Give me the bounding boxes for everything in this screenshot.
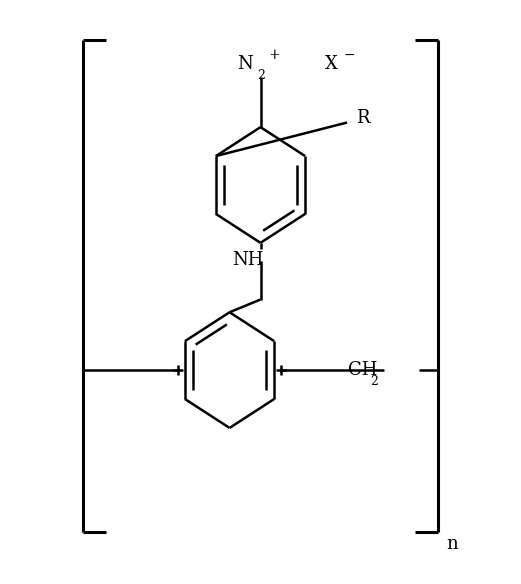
Text: −: − (344, 48, 356, 62)
Text: n: n (446, 534, 458, 552)
Text: 2: 2 (257, 68, 265, 82)
Text: N: N (237, 54, 253, 72)
Text: CH: CH (348, 361, 378, 379)
Text: +: + (268, 48, 280, 62)
Text: R: R (356, 109, 369, 127)
Text: 2: 2 (370, 375, 378, 388)
Text: NH: NH (232, 251, 263, 269)
Text: X: X (325, 54, 338, 72)
